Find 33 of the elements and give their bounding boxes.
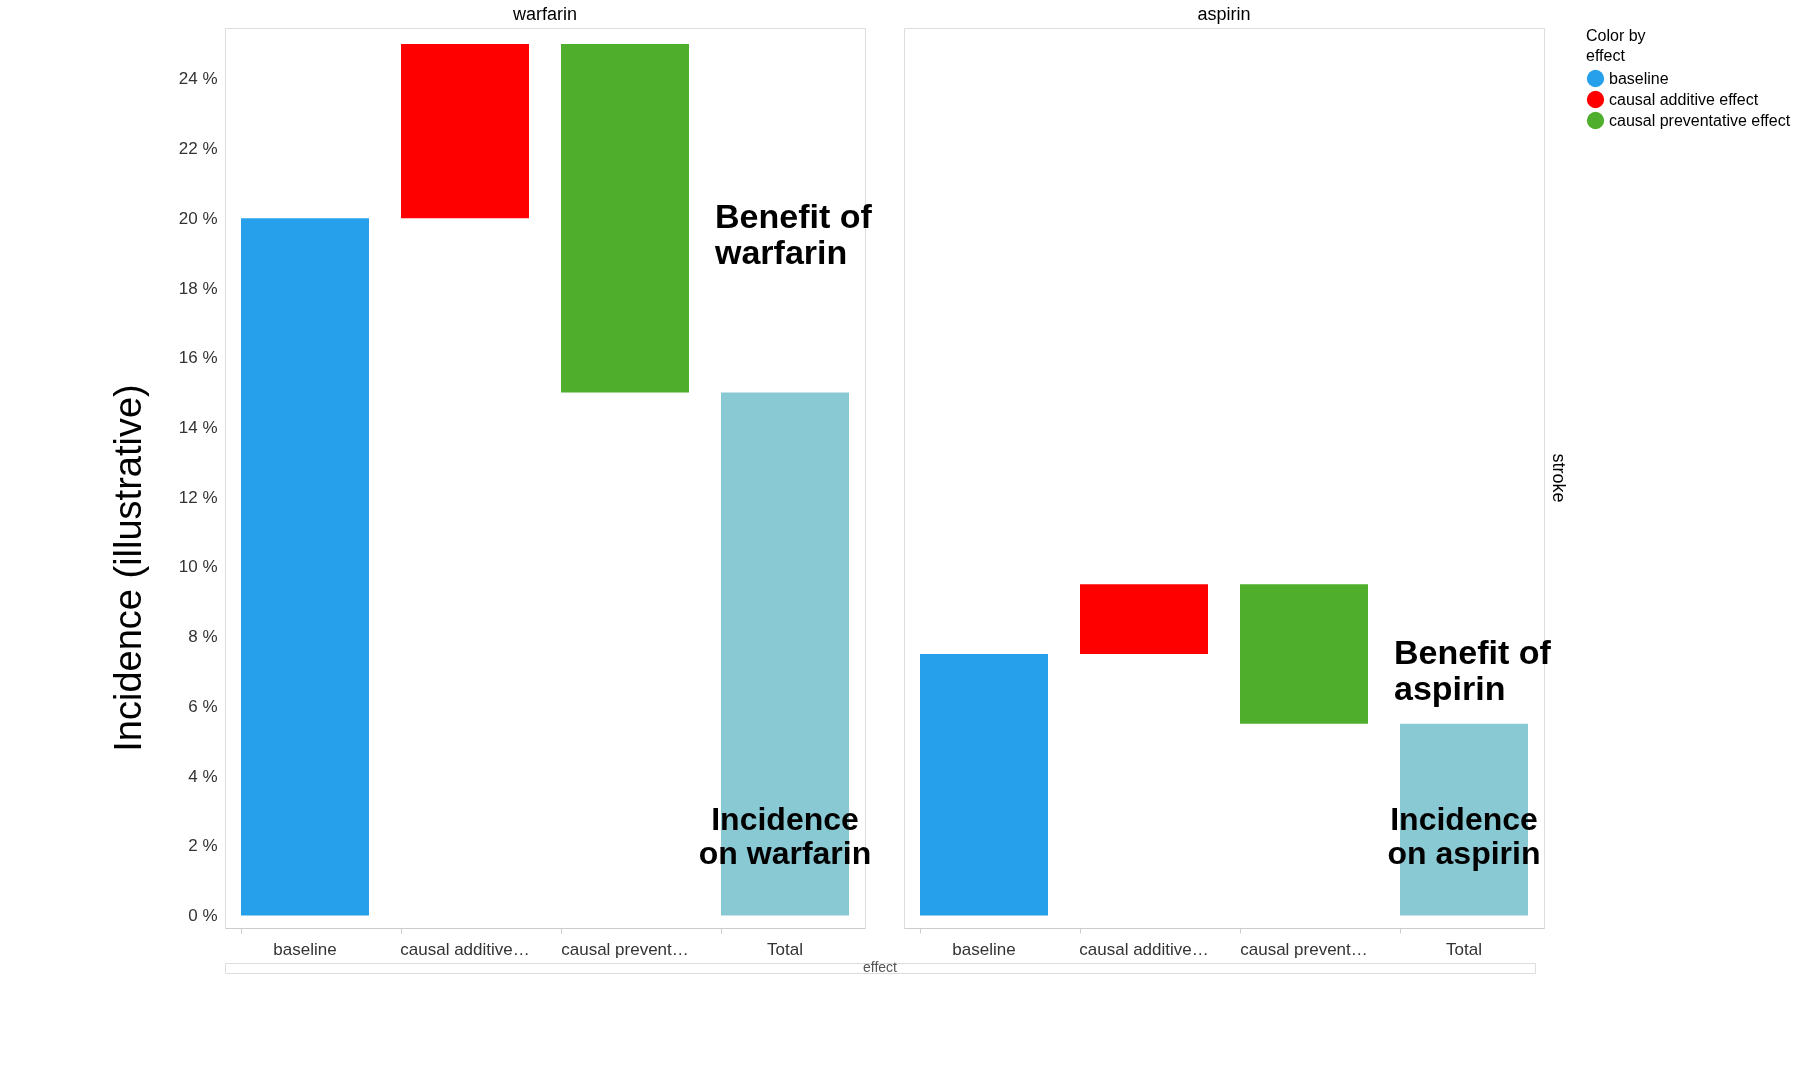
y-tick-label: 22 % (178, 139, 218, 159)
x-tick-label: baseline (952, 939, 1016, 959)
x-tick-label: Total (767, 939, 803, 959)
y-axis-title: Incidence (illustrative) (107, 384, 149, 752)
chart-title: aspirin (1197, 4, 1251, 24)
x-axis-title: effect (863, 959, 898, 975)
x-tick-label: baseline (273, 939, 337, 959)
y-tick-label: 0 % (188, 905, 218, 925)
text: Benefit of (715, 197, 872, 236)
x-tick-label: causal additive… (1079, 939, 1209, 959)
x-tick-label: Total (1446, 939, 1482, 959)
x-tick-label: causal additive… (400, 939, 530, 959)
y-tick-label: 6 % (188, 696, 218, 716)
x-tick-label: causal prevent… (1240, 939, 1368, 959)
y-tick-label: 24 % (178, 69, 218, 89)
x-tick-label: causal prevent… (561, 939, 689, 959)
y-tick-label: 10 % (178, 557, 218, 577)
legend-label: causal additive effect (1609, 90, 1759, 108)
y-tick-label: 2 % (188, 836, 218, 856)
legend-label: causal preventative effect (1609, 111, 1791, 129)
y-tick-label: 14 % (178, 417, 218, 437)
y-tick-label: 4 % (188, 766, 218, 786)
legend-label: baseline (1609, 69, 1669, 87)
text: aspirin (1394, 669, 1506, 708)
y-tick-label: 12 % (178, 487, 218, 507)
y-tick-label: 8 % (188, 627, 218, 647)
text: warfarin (714, 233, 848, 272)
y-tick-label: 20 % (178, 208, 218, 228)
y2-axis-title: stroke (1549, 453, 1569, 503)
chart-title: warfarin (512, 4, 578, 24)
text: Benefit of (1394, 633, 1551, 672)
y-tick-label: 18 % (178, 278, 218, 298)
y-tick-label: 16 % (178, 348, 218, 368)
